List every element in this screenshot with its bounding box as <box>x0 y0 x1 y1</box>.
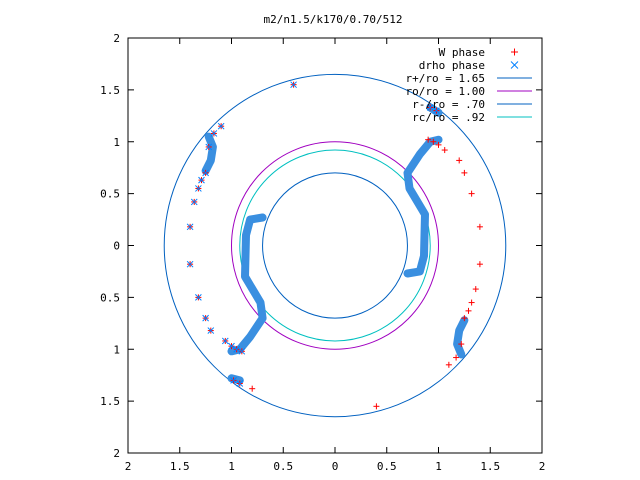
cross-marker <box>207 327 215 334</box>
drho-arc-group <box>201 103 469 385</box>
x-tick-label: 1.5 <box>480 460 500 473</box>
cross-marker <box>198 176 205 184</box>
y-tick-label: 1.5 <box>100 395 120 408</box>
y-tick-label: 0.5 <box>100 188 120 201</box>
reference-circle <box>163 73 507 418</box>
cross-marker <box>230 377 237 384</box>
axis-ticks: 2 1.5 1 0.5 0 0.5 1 1.5 221.510.500.511.52 <box>100 32 545 473</box>
cross-marker <box>202 314 209 322</box>
reference-circle <box>239 149 431 342</box>
y-tick-label: 1 <box>113 136 120 149</box>
y-tick-label: 0 <box>113 240 120 253</box>
y-tick-label: 1.5 <box>100 84 120 97</box>
reference-circle <box>262 172 408 319</box>
cross-marker <box>202 169 209 177</box>
cross-marker <box>236 380 244 387</box>
cross-marker <box>186 223 194 231</box>
x-tick-label: 0.5 <box>377 460 397 473</box>
cross-marker <box>190 198 198 206</box>
cross-marker <box>205 143 213 151</box>
drho-arc <box>453 316 469 359</box>
y-tick-label: 0.5 <box>100 291 120 304</box>
cross-marker <box>233 345 241 353</box>
cross-marker <box>290 81 297 89</box>
cross-marker <box>510 61 519 69</box>
legend-label: r+/ro = 1.65 <box>406 72 485 85</box>
reference-circle <box>231 141 439 350</box>
y-tick-label: 2 <box>113 32 120 45</box>
drho-arc <box>227 213 267 356</box>
drho-arc <box>227 374 244 385</box>
cross-marker <box>221 337 229 345</box>
cross-marker <box>228 342 235 350</box>
cross-marker <box>433 107 440 114</box>
cross-marker <box>217 122 225 130</box>
legend-label: drho phase <box>419 59 485 72</box>
cross-marker <box>195 185 202 192</box>
cross-marker <box>238 347 246 355</box>
x-tick-label: 1 <box>435 460 442 473</box>
y-tick-label: 1 <box>113 343 120 356</box>
cross-marker <box>186 260 194 268</box>
x-tick-label: 1 <box>228 460 235 473</box>
x-tick-label: 2 <box>539 460 546 473</box>
x-tick-label: 2 <box>125 460 132 473</box>
reference-circles <box>163 73 507 418</box>
legend-label: ro/ro = 1.00 <box>406 85 485 98</box>
y-tick-label: 2 <box>113 447 120 460</box>
x-tick-label: 0.5 <box>273 460 293 473</box>
legend-label: rc/ro = .92 <box>412 111 485 124</box>
phase-points <box>186 81 483 410</box>
legend-label: r-/ro = .70 <box>412 98 485 111</box>
x-tick-label: 1.5 <box>170 460 190 473</box>
drho-arc <box>201 132 217 175</box>
cross-marker <box>426 104 434 111</box>
chart-title: m2/n1.5/k170/0.70/512 <box>263 13 402 26</box>
x-tick-label: 0 <box>332 460 339 473</box>
legend-label: W phase <box>439 46 485 59</box>
cross-marker <box>195 294 202 301</box>
cross-marker <box>210 130 218 137</box>
drho-arc <box>403 135 443 278</box>
